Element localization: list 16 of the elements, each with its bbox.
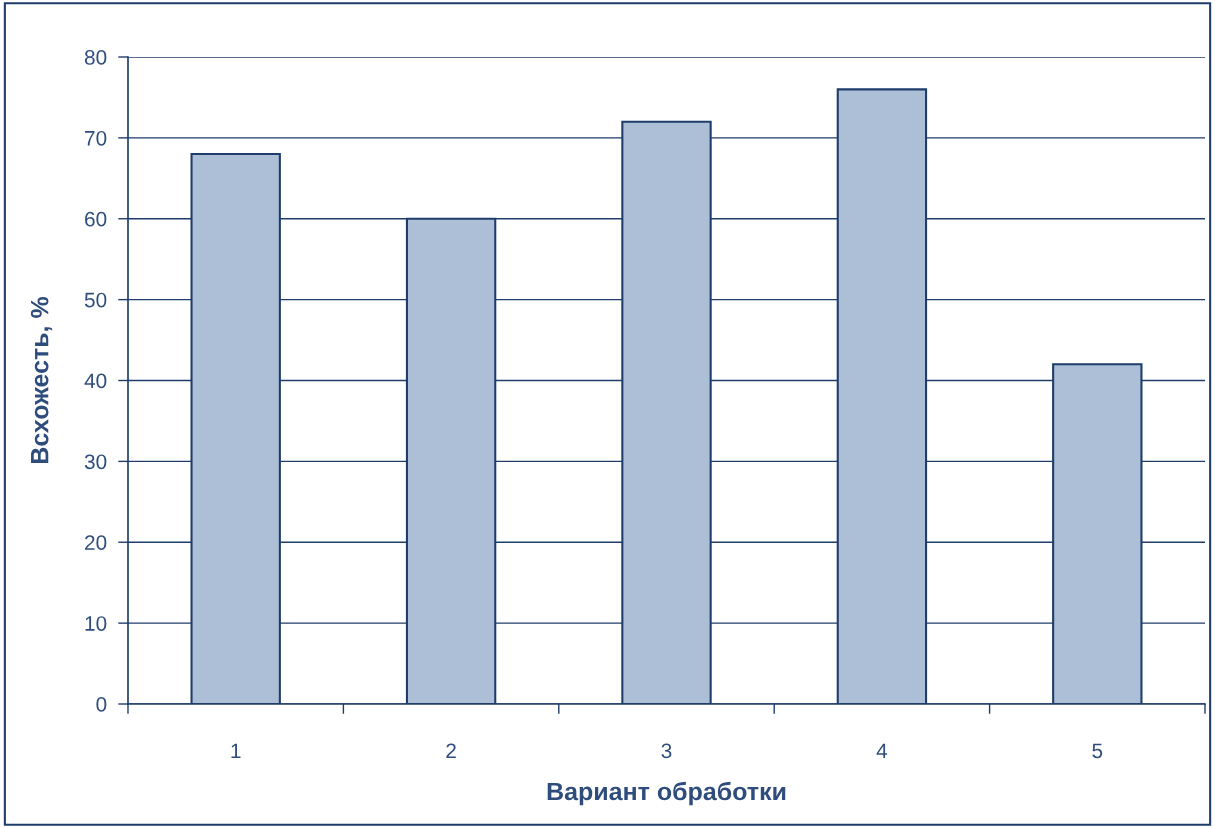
y-tick-label: 10 [85, 616, 107, 631]
x-tick-label: 1 [231, 743, 241, 758]
x-axis-title: Вариант обработки [547, 781, 786, 806]
y-tick-label: 80 [84, 50, 107, 65]
y-tick-label: 30 [84, 454, 107, 470]
y-tick-label: 50 [84, 292, 107, 308]
y-tick-label: 70 [85, 130, 107, 146]
y-tick-label: 0 [96, 697, 107, 712]
x-tick-label: 3 [661, 743, 672, 759]
x-tick-label: 4 [876, 743, 888, 758]
x-tick-label: 5 [1092, 743, 1103, 759]
x-tick-label: 2 [446, 743, 456, 758]
y-tick-label: 40 [84, 373, 107, 389]
y-tick-label: 20 [85, 535, 107, 550]
y-axis-title: Всхожесть, % [30, 296, 53, 464]
y-tick-label: 60 [85, 211, 107, 227]
